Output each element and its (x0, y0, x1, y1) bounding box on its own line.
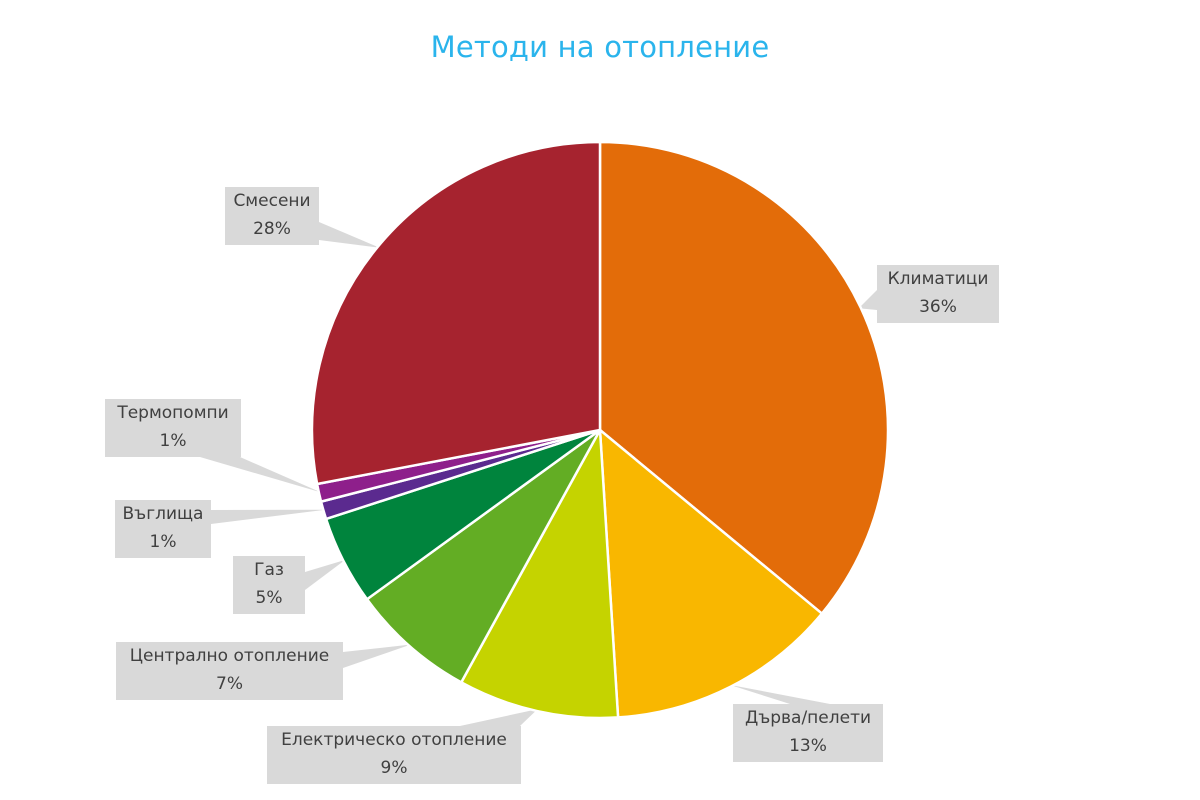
label-pct: 9% (380, 758, 408, 778)
pie-slice (460, 428, 620, 720)
pie-slice (310, 140, 602, 486)
callout-leader (729, 684, 830, 704)
label-name: Климатици (887, 269, 989, 289)
label-name: Дърва/пелети (744, 708, 872, 728)
label-pct: 13% (789, 736, 827, 756)
label-pct: 36% (919, 297, 957, 317)
pie-slice (598, 428, 824, 719)
chart-title: Методи на отопление (430, 30, 770, 64)
callout-leader (200, 457, 321, 493)
callout-leader (305, 559, 346, 590)
label-name: Въглища (122, 504, 204, 524)
label-name: Газ (254, 560, 284, 580)
callout-leader (343, 644, 411, 668)
callout-leaders (200, 222, 877, 726)
pie-slices (310, 140, 890, 720)
label-elektricheskо: Електрическо отопление 9% (267, 726, 521, 784)
label-gaz: Газ 5% (233, 556, 305, 614)
label-termopompi: Термопомпи 1% (105, 399, 241, 457)
callout-leader (858, 290, 877, 310)
label-name: Термопомпи (117, 403, 229, 423)
callout-leader (319, 222, 380, 248)
label-pct: 5% (255, 588, 283, 608)
label-name: Смесени (233, 191, 311, 211)
label-darva: Дърва/пелети 13% (733, 704, 883, 762)
label-meseni: Смесени 28% (225, 187, 319, 245)
label-pct: 1% (159, 431, 187, 451)
label-klimatici: Климатици 36% (877, 265, 999, 323)
callout-leader (211, 509, 326, 524)
label-name: Централно отопление (129, 646, 330, 666)
label-pct: 28% (253, 219, 291, 239)
callout-leader (460, 709, 538, 726)
label-pct: 7% (216, 674, 243, 694)
label-name: Електрическо отопление (281, 730, 507, 750)
pie-slice (365, 428, 602, 684)
pie-slice (598, 140, 890, 615)
label-centralno: Централно отопление 7% (116, 642, 343, 700)
label-pct: 1% (149, 532, 177, 552)
label-vaglishta: Въглища 1% (115, 500, 211, 558)
